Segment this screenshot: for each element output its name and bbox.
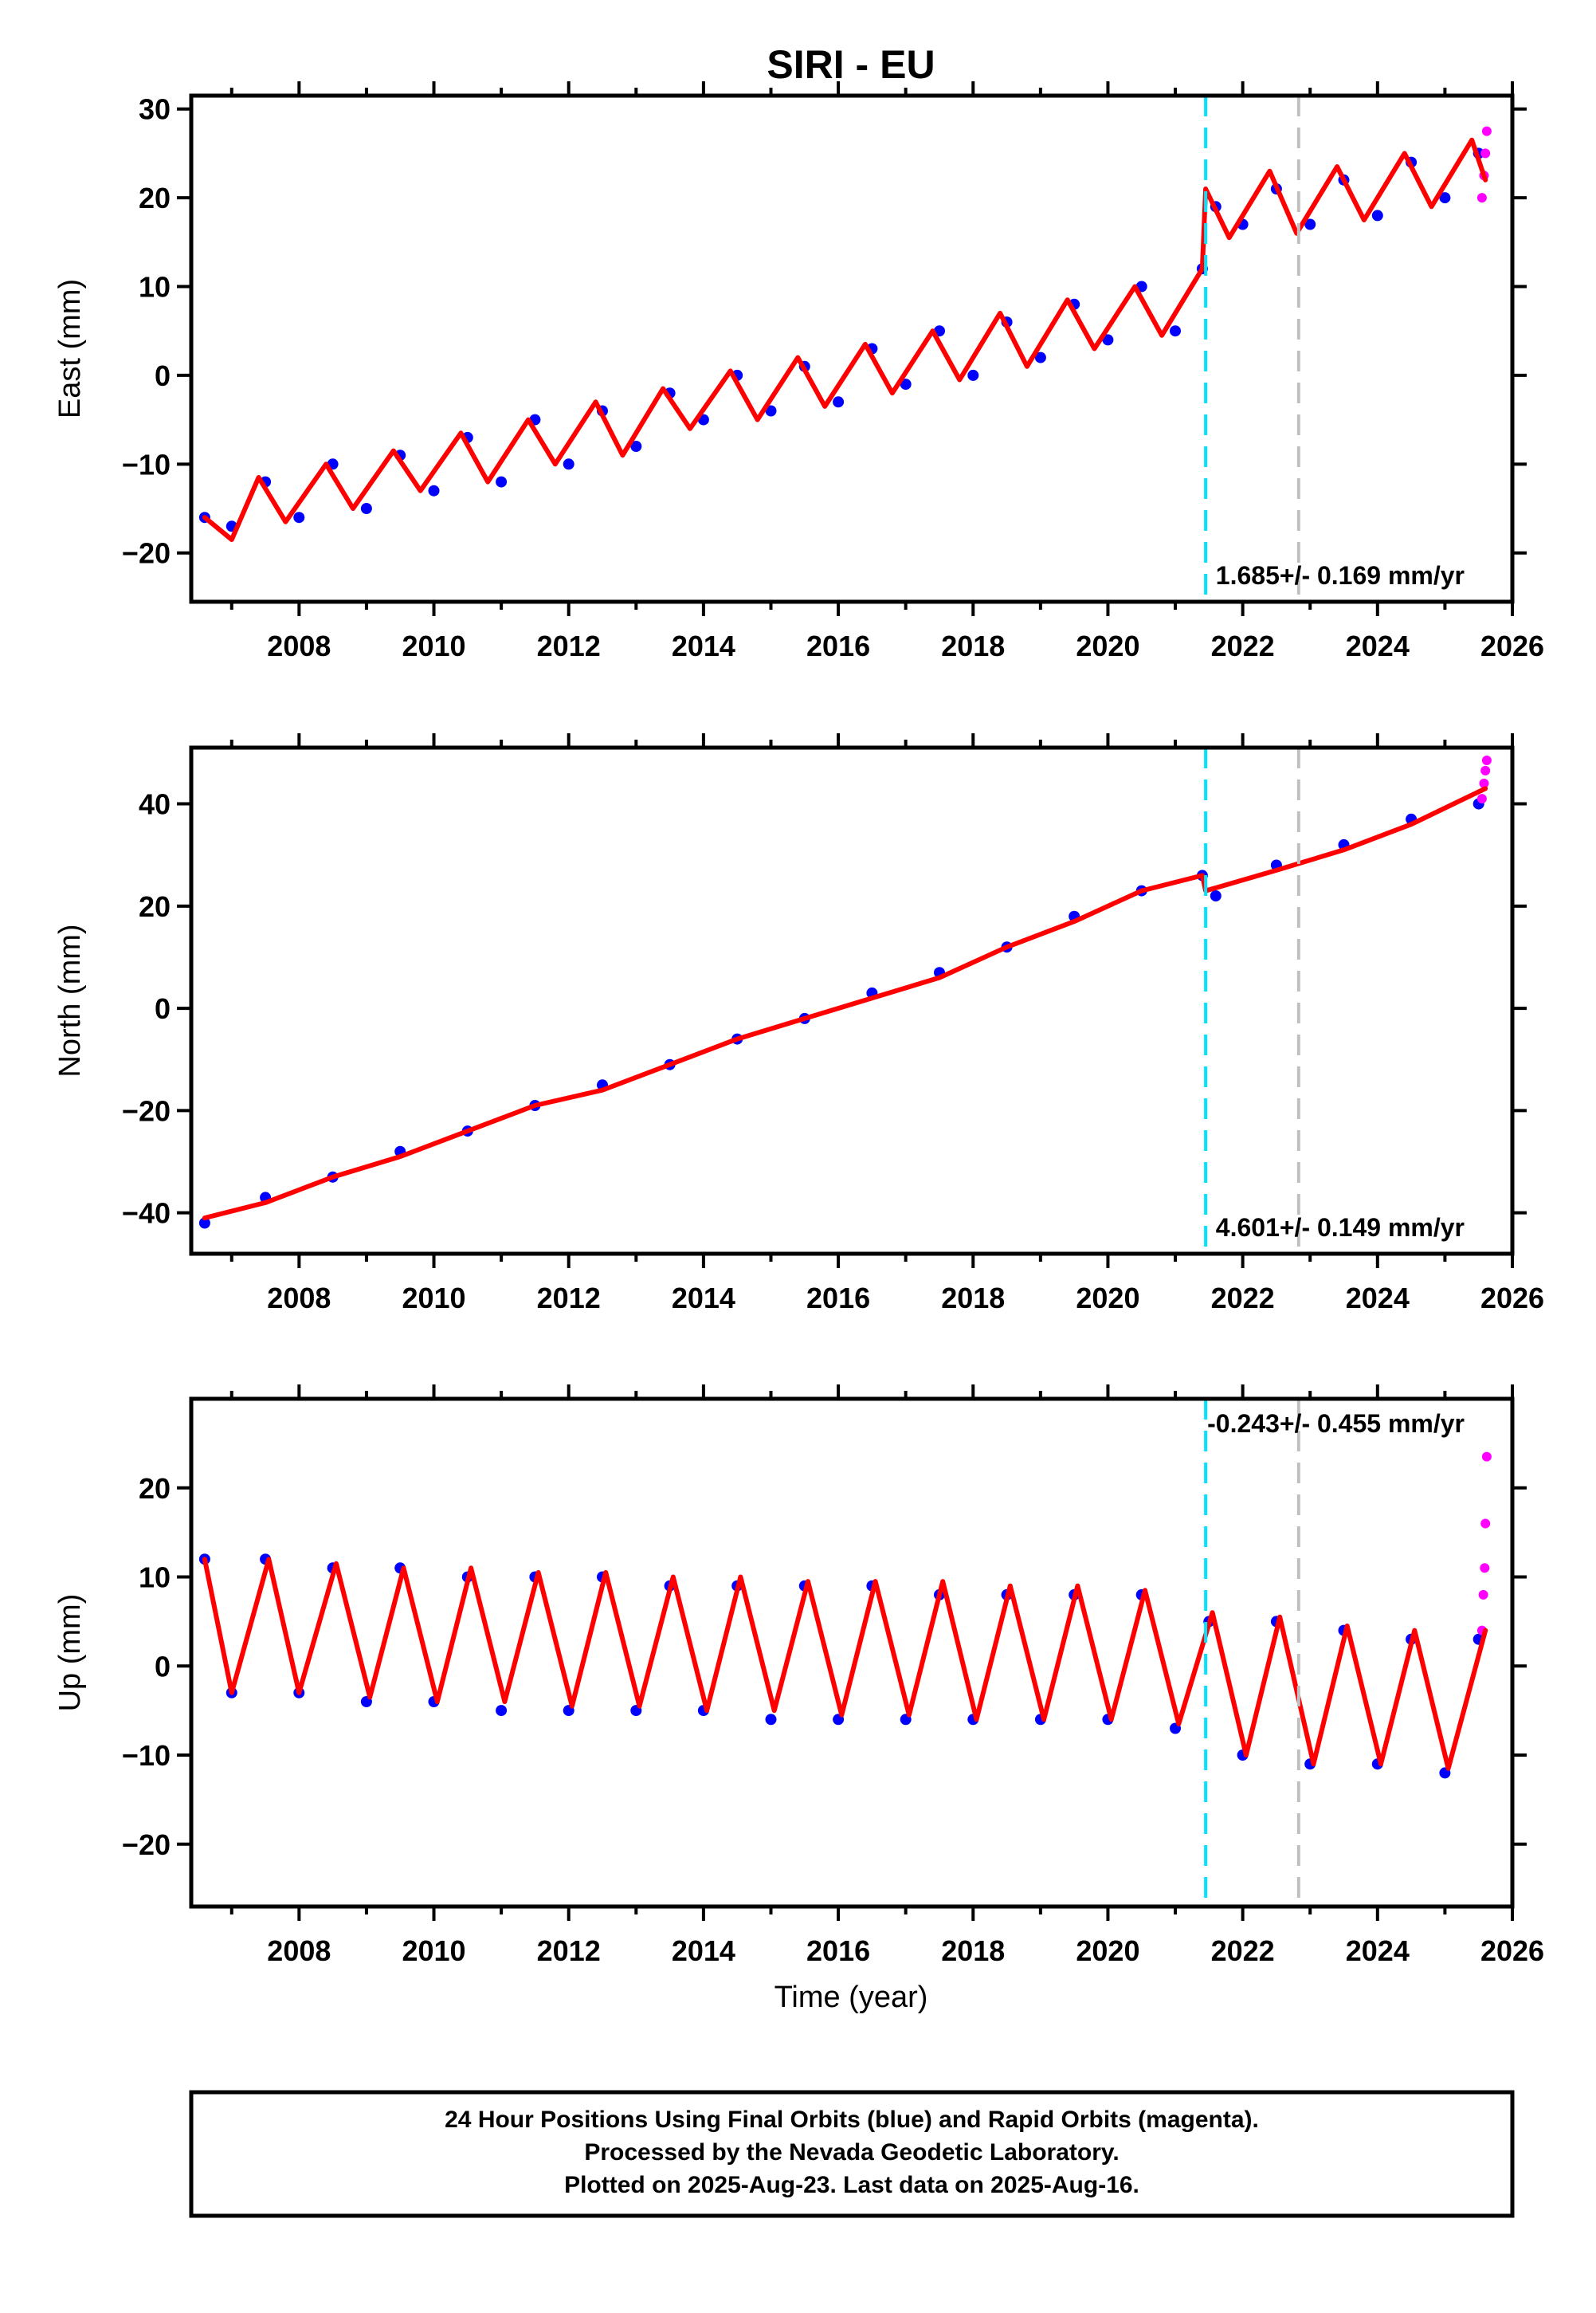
east-y-tick-label: −20: [122, 537, 171, 570]
east-final-point: [967, 369, 979, 381]
up-rapid-point: [1480, 1563, 1490, 1573]
east-final-point: [428, 485, 440, 497]
north-final-point: [198, 1217, 210, 1229]
east-y-tick-label: 10: [139, 271, 171, 304]
north-rapid-point: [1480, 765, 1491, 776]
east-x-tick-label: 2024: [1346, 630, 1410, 662]
east-rapid-point: [1476, 193, 1487, 203]
north-y-tick-label: −40: [122, 1197, 171, 1230]
up-rapid-point: [1480, 1518, 1491, 1529]
north-y-tick-label: 0: [155, 992, 171, 1025]
north-y-tick-label: 20: [139, 890, 171, 923]
north-x-tick-label: 2012: [537, 1282, 601, 1314]
up-final-point: [765, 1714, 777, 1726]
up-plot-frame: [189, 1396, 1515, 1909]
east-model-line: [202, 137, 1488, 542]
x-axis-label: Time (year): [774, 1981, 928, 2014]
east-final-point: [630, 441, 642, 452]
east-final-point: [765, 405, 777, 417]
north-plot-frame: [189, 745, 1515, 1256]
up-y-tick-label: 0: [155, 1650, 171, 1683]
north-rapid-point: [1479, 778, 1489, 788]
north-model-line: [202, 786, 1488, 1221]
up-x-tick-label: 2014: [672, 1934, 735, 1967]
north-rapid-point: [1481, 756, 1492, 765]
up-x-tick-label: 2026: [1480, 1934, 1544, 1967]
up-panel: −20 −10 0 10 20 2008 2010 2012 2014 2016 2018 2020 2…: [53, 1384, 1544, 1967]
east-final-point: [1371, 210, 1383, 222]
east-y-tick-label: 20: [139, 182, 171, 214]
up-x-tick-label: 2018: [941, 1934, 1005, 1967]
up-final-point: [496, 1705, 508, 1717]
east-final-point: [1102, 334, 1114, 346]
east-rate-label: 1.685+/- 0.169 mm/yr: [1216, 561, 1465, 590]
east-rapid-point: [1481, 126, 1492, 136]
footer-line-3: Plotted on 2025-Aug-23. Last data on 202…: [564, 2172, 1139, 2198]
up-x-tick-label: 2008: [267, 1934, 331, 1967]
east-x-tick-label: 2020: [1076, 630, 1139, 662]
north-panel: −40 −20 0 20 40 2008 2010 2012 2014 2016 2018 2020 2…: [53, 733, 1544, 1314]
east-x-tick-label: 2012: [537, 630, 601, 662]
east-final-point: [900, 379, 912, 391]
east-final-point: [833, 396, 845, 408]
east-x-tick-label: 2010: [402, 630, 465, 662]
east-final-point: [496, 476, 508, 488]
up-y-axis-label: Up (mm): [53, 1594, 87, 1712]
north-y-axis-label: North (mm): [53, 924, 87, 1077]
up-rapid-point: [1481, 1451, 1492, 1462]
chart-title: SIRI - EU: [767, 42, 935, 87]
north-x-tick-label: 2010: [402, 1282, 465, 1314]
north-x-tick-label: 2008: [267, 1282, 331, 1314]
north-rate-label: 4.601+/- 0.149 mm/yr: [1216, 1213, 1465, 1242]
up-x-tick-label: 2010: [402, 1934, 465, 1967]
east-x-tick-label: 2022: [1211, 630, 1275, 662]
up-model-line: [202, 1557, 1488, 1771]
north-y-tick-label: −20: [122, 1094, 171, 1127]
east-x-tick-label: 2018: [941, 630, 1005, 662]
up-y-tick-label: 20: [139, 1472, 171, 1505]
east-x-tick-label: 2008: [267, 630, 331, 662]
up-x-tick-label: 2024: [1346, 1934, 1410, 1967]
up-x-tick-label: 2016: [806, 1934, 870, 1967]
north-x-tick-label: 2018: [941, 1282, 1005, 1314]
north-x-tick-label: 2026: [1480, 1282, 1544, 1314]
north-x-tick-label: 2020: [1076, 1282, 1139, 1314]
east-y-tick-label: −10: [122, 448, 171, 481]
north-rapid-point: [1476, 794, 1487, 804]
east-final-point: [360, 503, 372, 514]
east-final-point: [1439, 192, 1451, 204]
north-x-tick-label: 2024: [1346, 1282, 1410, 1314]
east-final-point: [1304, 218, 1316, 230]
east-y-tick-label: 0: [155, 359, 171, 392]
footer-line-2: Processed by the Nevada Geodetic Laborat…: [584, 2139, 1119, 2166]
up-y-tick-label: −20: [122, 1828, 171, 1861]
up-x-tick-label: 2020: [1076, 1934, 1139, 1967]
east-x-tick-label: 2016: [806, 630, 870, 662]
east-final-point: [293, 512, 305, 524]
east-final-point: [1034, 351, 1046, 363]
footer-box: 24 Hour Positions Using Final Orbits (bl…: [189, 2090, 1515, 2218]
up-x-tick-label: 2012: [537, 1934, 601, 1967]
east-y-tick-label: 30: [139, 93, 171, 126]
east-final-point: [563, 458, 574, 470]
up-x-tick-label: 2022: [1211, 1934, 1275, 1967]
east-plot-frame: [189, 93, 1515, 604]
east-x-tick-label: 2026: [1480, 630, 1544, 662]
up-rate-label: -0.243+/- 0.455 mm/yr: [1207, 1409, 1465, 1438]
up-rapid-point: [1478, 1589, 1488, 1600]
north-x-tick-label: 2016: [806, 1282, 870, 1314]
east-panel: −20 −10 0 10 20 30 2008 2010 2012 2014 2016 2018 202…: [53, 81, 1544, 662]
north-x-tick-label: 2022: [1211, 1282, 1275, 1314]
north-x-tick-label: 2014: [672, 1282, 735, 1314]
east-x-tick-label: 2014: [672, 630, 735, 662]
up-y-tick-label: −10: [122, 1739, 171, 1772]
footer-line-1: 24 Hour Positions Using Final Orbits (bl…: [445, 2107, 1259, 2133]
east-y-axis-label: East (mm): [53, 279, 87, 418]
up-y-tick-label: 10: [139, 1561, 171, 1594]
north-final-point: [1210, 890, 1222, 901]
east-rapid-point: [1480, 148, 1491, 159]
north-y-tick-label: 40: [139, 788, 171, 821]
east-final-point: [1170, 325, 1181, 337]
